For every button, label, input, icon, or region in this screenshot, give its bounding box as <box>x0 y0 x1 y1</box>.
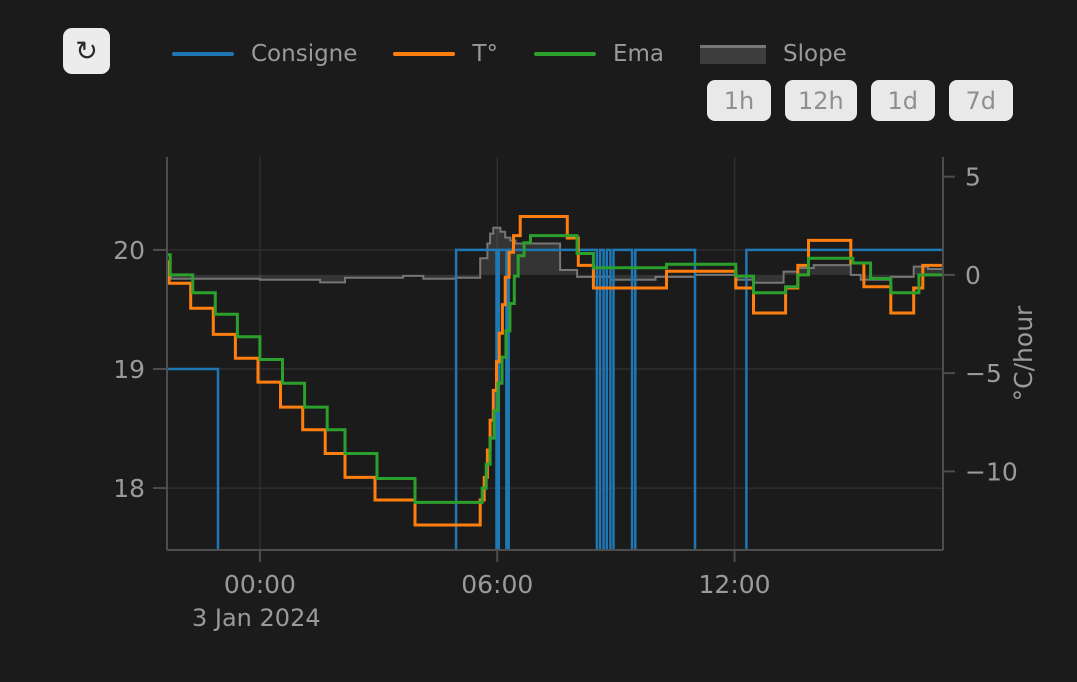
legend-area-swatch <box>700 44 767 64</box>
y-axis-right: 5 0 −5 −10 °C/hour <box>943 163 1038 486</box>
legend-line-swatch <box>172 52 234 56</box>
consigne-series-line <box>167 248 943 550</box>
legend-label: Slope <box>783 41 847 67</box>
legend-line-swatch <box>533 52 596 56</box>
x-tick-label: 06:00 <box>461 570 533 599</box>
legend-line-swatch <box>393 52 456 56</box>
y-right-tick-label: −10 <box>965 457 1018 486</box>
y-left-tick-label: 18 <box>113 474 145 503</box>
legend-item-consigne[interactable]: Consigne <box>172 41 357 67</box>
y-axis-left: 18 19 20 <box>113 236 167 503</box>
slope-series-fill <box>167 227 943 283</box>
refresh-icon: ↻ <box>75 35 98 66</box>
range-button-1h[interactable]: 1h <box>707 80 771 121</box>
range-button-7d[interactable]: 7d <box>948 80 1013 121</box>
y-right-axis-title: °C/hour <box>1009 305 1038 401</box>
range-buttons: 1h 12h 1d 7d <box>707 80 1013 121</box>
t-series-line <box>167 215 943 527</box>
legend-label: Ema <box>612 41 665 67</box>
slope-series-line <box>167 226 943 284</box>
legend-item-t[interactable]: T° <box>393 41 498 67</box>
ema-series-line <box>167 234 943 504</box>
y-right-tick-label: 5 <box>965 163 981 192</box>
x-tick-label: 00:00 <box>224 570 296 599</box>
refresh-button[interactable]: ↻ <box>63 28 110 74</box>
legend-item-slope[interactable]: Slope <box>700 41 847 67</box>
y-left-tick-label: 20 <box>113 236 145 265</box>
legend-label: Consigne <box>251 41 358 67</box>
range-button-12h[interactable]: 12h <box>785 80 857 121</box>
plot-area <box>167 215 943 550</box>
legend-label: T° <box>472 41 498 67</box>
date-label: 3 Jan 2024 <box>192 604 321 632</box>
range-button-1d[interactable]: 1d <box>870 80 935 121</box>
x-tick-label: 12:00 <box>699 570 771 599</box>
y-left-tick-label: 19 <box>113 355 145 384</box>
x-axis: 00:00 06:00 12:00 3 Jan 2024 <box>192 550 771 632</box>
chart-legend: Consigne T° Ema Slope <box>172 38 847 70</box>
axes <box>166 157 944 551</box>
legend-item-ema[interactable]: Ema <box>533 41 665 67</box>
y-right-tick-label: −5 <box>965 359 1002 388</box>
y-right-tick-label: 0 <box>965 261 981 290</box>
